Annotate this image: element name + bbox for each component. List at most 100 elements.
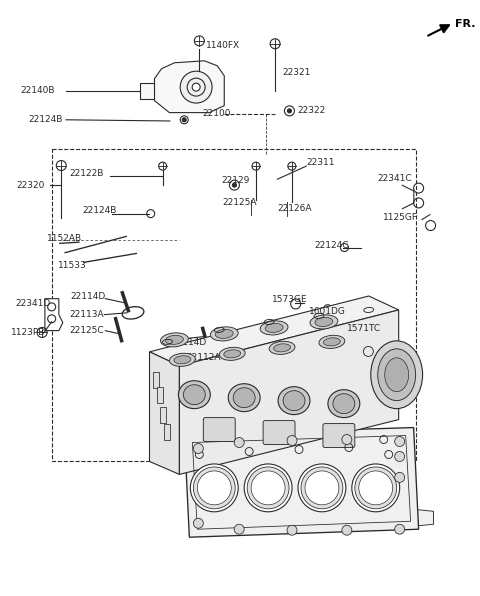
Circle shape <box>232 183 237 187</box>
Text: 22126A: 22126A <box>277 204 312 213</box>
Text: 11533: 11533 <box>59 261 87 270</box>
Polygon shape <box>155 61 224 113</box>
Text: 22129: 22129 <box>221 176 250 185</box>
Text: 22322: 22322 <box>298 106 326 116</box>
Circle shape <box>193 467 235 509</box>
Circle shape <box>234 524 244 534</box>
Text: 22122B: 22122B <box>70 169 104 178</box>
Bar <box>165 424 170 439</box>
Ellipse shape <box>265 324 283 333</box>
Ellipse shape <box>319 336 345 349</box>
Circle shape <box>180 71 212 103</box>
Polygon shape <box>45 299 63 331</box>
Text: 1601DG: 1601DG <box>309 306 346 315</box>
Circle shape <box>287 436 297 445</box>
Ellipse shape <box>160 333 188 347</box>
Ellipse shape <box>324 338 340 346</box>
Text: 1123PB: 1123PB <box>11 328 45 337</box>
Circle shape <box>193 443 204 454</box>
Ellipse shape <box>174 356 191 364</box>
Ellipse shape <box>224 350 240 358</box>
Ellipse shape <box>371 341 422 409</box>
Bar <box>154 372 159 388</box>
Ellipse shape <box>283 391 305 411</box>
Ellipse shape <box>378 349 416 401</box>
Circle shape <box>244 464 292 512</box>
Circle shape <box>288 109 291 113</box>
Text: 22114D: 22114D <box>171 338 206 347</box>
Text: 22125C: 22125C <box>70 326 104 335</box>
Circle shape <box>352 464 400 512</box>
Polygon shape <box>140 83 155 99</box>
Circle shape <box>301 467 343 509</box>
Ellipse shape <box>328 390 360 418</box>
Text: 22124B: 22124B <box>29 115 63 125</box>
Bar <box>52 150 416 461</box>
Circle shape <box>395 524 405 534</box>
Text: 22125A: 22125A <box>222 198 257 207</box>
Text: 22124B: 22124B <box>82 206 117 215</box>
Text: 22341D: 22341D <box>16 299 51 309</box>
Polygon shape <box>180 310 399 474</box>
Circle shape <box>182 118 186 122</box>
FancyBboxPatch shape <box>204 418 235 442</box>
Circle shape <box>359 471 393 505</box>
Text: 22140B: 22140B <box>20 86 55 95</box>
Text: 22311: 22311 <box>306 158 335 167</box>
Polygon shape <box>414 510 433 526</box>
Text: 1140FX: 1140FX <box>206 41 240 50</box>
Ellipse shape <box>274 344 290 352</box>
Ellipse shape <box>210 327 238 341</box>
Circle shape <box>305 471 339 505</box>
Ellipse shape <box>216 330 233 339</box>
Text: 22113A: 22113A <box>70 310 104 319</box>
Text: 22124C: 22124C <box>315 241 349 250</box>
Ellipse shape <box>219 347 245 361</box>
Ellipse shape <box>310 315 338 329</box>
Circle shape <box>342 434 352 445</box>
Polygon shape <box>149 296 399 366</box>
Ellipse shape <box>233 388 255 408</box>
Ellipse shape <box>260 321 288 335</box>
Text: 1152AB: 1152AB <box>47 234 82 243</box>
Circle shape <box>251 471 285 505</box>
Circle shape <box>287 525 297 535</box>
Circle shape <box>192 83 200 91</box>
Ellipse shape <box>166 336 183 344</box>
Ellipse shape <box>179 381 210 409</box>
Ellipse shape <box>333 394 355 414</box>
Circle shape <box>191 464 238 512</box>
Text: 22100: 22100 <box>202 109 230 119</box>
Text: 22320: 22320 <box>17 181 45 190</box>
FancyBboxPatch shape <box>323 424 355 448</box>
Ellipse shape <box>228 384 260 412</box>
Bar <box>157 387 164 403</box>
Circle shape <box>355 467 396 509</box>
Ellipse shape <box>183 384 205 405</box>
Circle shape <box>342 525 352 535</box>
Text: 1573GE: 1573GE <box>272 294 307 304</box>
Text: 22341C: 22341C <box>377 173 412 182</box>
Polygon shape <box>184 427 419 537</box>
Ellipse shape <box>315 318 333 327</box>
Circle shape <box>395 452 405 461</box>
Bar <box>160 406 167 423</box>
Circle shape <box>247 467 289 509</box>
Text: 22112A: 22112A <box>187 353 221 362</box>
Ellipse shape <box>385 358 408 392</box>
Circle shape <box>193 519 204 528</box>
Circle shape <box>395 436 405 446</box>
Text: 22321: 22321 <box>282 68 311 77</box>
Text: 1125GF: 1125GF <box>383 213 418 222</box>
Text: FR.: FR. <box>456 19 476 29</box>
Ellipse shape <box>269 342 295 355</box>
Ellipse shape <box>169 353 195 367</box>
Text: 22114D: 22114D <box>71 292 106 302</box>
FancyBboxPatch shape <box>263 421 295 445</box>
Circle shape <box>197 471 231 505</box>
Ellipse shape <box>278 387 310 415</box>
Circle shape <box>234 437 244 448</box>
Circle shape <box>298 464 346 512</box>
Polygon shape <box>149 352 180 474</box>
Circle shape <box>395 473 405 482</box>
